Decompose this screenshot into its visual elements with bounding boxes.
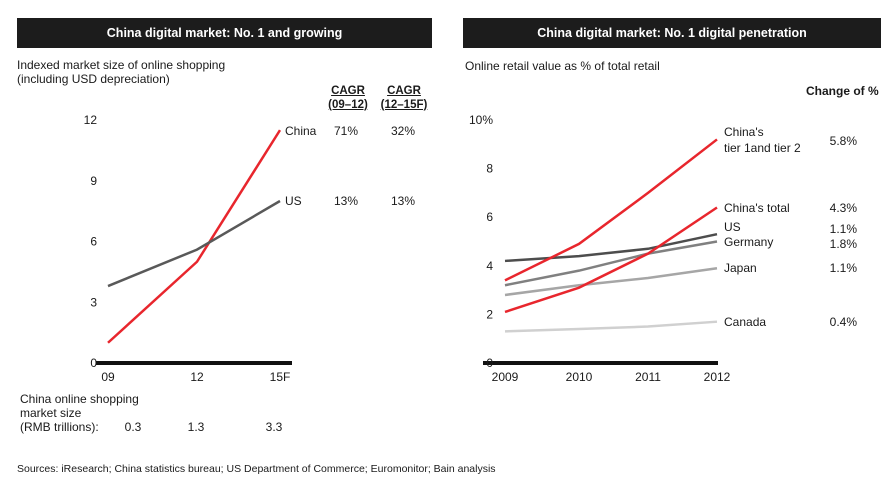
change-value-us: 1.1% [830,222,858,236]
change-of-percent-header: Change of % [806,84,879,98]
left-series-line-us [107,199,281,288]
right-series-line-china-s-total [504,206,718,314]
market-size-label-line1: China online shopping [20,392,139,406]
left-subtitle-line1: Indexed market size of online shopping [17,58,226,72]
right-x-tick-label: 2009 [492,370,519,384]
left-y-tick-label: 6 [90,235,97,249]
right-y-tick-label: 0 [486,356,493,370]
series-label-china-s-total: China's total [724,201,790,215]
us-cagr-09-12: 13% [334,194,359,208]
change-value-china-s-tier-1and-tier-2: 5.8% [830,134,858,148]
right-series-line-china-s-tier-1and-tier-2 [504,138,718,282]
market-size-value-09: 0.3 [124,420,142,434]
right-y-tick-label: 10% [469,113,493,127]
left-y-tick-label: 9 [90,174,97,188]
market-size-value-12: 1.3 [187,420,205,434]
cagr-header-09-12: CAGR (09–12) [326,84,370,112]
right-x-tick-label: 2011 [635,370,661,384]
cagr-header-12-15f-line1: CAGR [387,85,421,97]
right-subtitle: Online retail value as % of total retail [465,59,660,73]
market-size-value-15f: 3.3 [265,420,283,434]
right-x-tick-label: 2010 [566,370,593,384]
right-y-tick-label: 6 [486,210,493,224]
us-row-label: US [285,194,302,208]
series-label-china-tier-1-and-tier-2-line2: tier 1and tier 2 [724,141,801,155]
change-value-japan: 1.1% [830,261,858,275]
right-y-tick-label: 8 [486,162,493,176]
right-series-line-japan [504,266,718,297]
market-size-label-line2: market size [20,406,82,420]
left-subtitle-line2: (including USD depreciation) [17,72,170,86]
left-x-tick-label: 12 [190,370,204,384]
china-cagr-12-15f: 32% [391,124,416,138]
cagr-header-12-15f-line2: (12–15F) [380,99,428,111]
cagr-header-09-12-line1: CAGR [331,85,365,97]
series-label-canada: Canada [724,315,766,329]
left-subtitle: Indexed market size of online shopping (… [17,58,225,86]
left-series-line-china [107,129,282,344]
right-series-line-us [504,232,718,263]
change-value-germany: 1.8% [830,237,858,251]
cagr-header-09-12-line2: (09–12) [328,99,368,111]
change-value-canada: 0.4% [830,315,858,329]
right-x-tick-label: 2012 [704,370,731,384]
right-panel-title: China digital market: No. 1 digital pene… [537,26,807,40]
left-x-tick-label: 15F [270,370,291,384]
market-size-label-line3: (RMB trillions): [20,420,99,434]
cagr-header-12-15f: CAGR (12–15F) [378,84,430,112]
sources-note: Sources: iResearch; China statistics bur… [17,463,496,475]
change-value-china-s-total: 4.3% [830,201,858,215]
series-label-germany: Germany [724,235,773,249]
left-panel-title: China digital market: No. 1 and growing [106,26,343,40]
right-series-line-germany [504,240,718,287]
left-x-tick-label: 09 [101,370,115,384]
market-size-label: China online shopping market size (RMB t… [20,392,139,434]
china-row-label: China [285,124,317,138]
left-y-tick-label: 12 [84,113,98,127]
right-y-tick-label: 4 [486,259,493,273]
right-series-line-canada [504,320,718,333]
china-cagr-09-12: 71% [334,124,359,138]
series-label-us: US [724,220,741,234]
series-label-china-tier-1-and-tier-2-line1: China's [724,125,764,139]
left-panel-header: China digital market: No. 1 and growing [17,18,432,48]
left-y-tick-label: 0 [90,356,97,370]
us-cagr-12-15f: 13% [391,194,416,208]
right-panel-header: China digital market: No. 1 digital pene… [463,18,881,48]
right-y-tick-label: 2 [486,307,493,321]
left-y-tick-label: 3 [90,295,97,309]
series-label-japan: Japan [724,261,757,275]
